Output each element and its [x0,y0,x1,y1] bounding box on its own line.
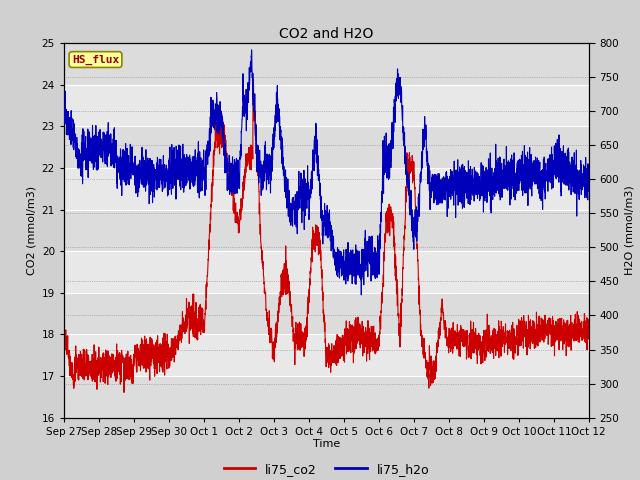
Text: HS_flux: HS_flux [72,54,119,65]
Bar [64,376,589,418]
Legend: li75_co2, li75_h2o: li75_co2, li75_h2o [219,457,434,480]
Y-axis label: CO2 (mmol/m3): CO2 (mmol/m3) [26,186,36,275]
Bar [64,210,589,251]
Bar [64,335,589,376]
Bar [64,251,589,293]
Bar [64,85,589,126]
X-axis label: Time: Time [313,439,340,449]
Bar [64,126,589,168]
Y-axis label: H2O (mmol/m3): H2O (mmol/m3) [625,186,634,275]
Title: CO2 and H2O: CO2 and H2O [279,27,374,41]
Bar [64,293,589,335]
Bar [64,43,589,85]
Bar [64,168,589,210]
